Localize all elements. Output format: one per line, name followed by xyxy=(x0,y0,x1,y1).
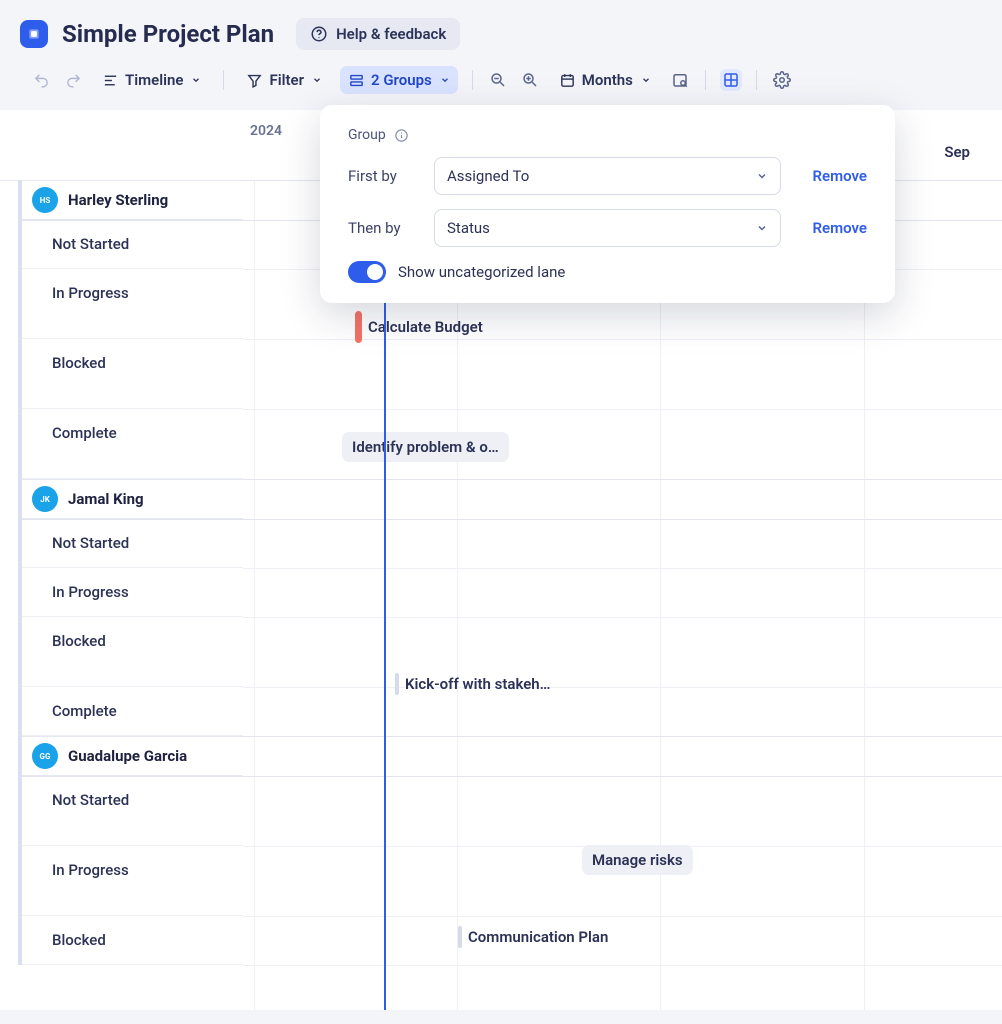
group-name: Guadalupe Garcia xyxy=(68,747,187,765)
first-by-label: First by xyxy=(348,167,420,185)
header: Simple Project Plan Help & feedback xyxy=(0,0,1002,58)
separator xyxy=(223,70,224,90)
settings-button[interactable] xyxy=(771,69,793,91)
group-name: Harley Sterling xyxy=(68,191,168,209)
task-label: Identify problem & o… xyxy=(352,438,499,456)
grid-line xyxy=(864,180,865,1010)
status-row[interactable]: In Progress xyxy=(22,846,243,916)
status-row[interactable]: Blocked xyxy=(22,617,243,687)
filter-button[interactable]: Filter xyxy=(238,66,330,94)
groups-button[interactable]: 2 Groups xyxy=(340,66,458,94)
status-row[interactable]: In Progress xyxy=(22,269,243,339)
chevron-down-icon xyxy=(756,170,768,182)
app-logo xyxy=(20,20,48,48)
task-bar[interactable]: Communication Plan xyxy=(458,920,608,954)
group-header[interactable]: GG Guadalupe Garcia xyxy=(22,736,243,776)
grid-line xyxy=(254,180,255,1010)
toolbar: Timeline Filter 2 Groups Months xyxy=(0,58,1002,110)
range-label: Months xyxy=(582,71,633,89)
group-header[interactable]: HS Harley Sterling xyxy=(22,180,243,220)
info-icon xyxy=(394,128,409,143)
undo-button[interactable] xyxy=(30,69,52,91)
month-label-sep: Sep xyxy=(944,143,970,161)
remove-then-button[interactable]: Remove xyxy=(813,219,868,237)
status-row[interactable]: Complete xyxy=(22,687,243,736)
redo-button[interactable] xyxy=(62,69,84,91)
separator xyxy=(756,70,757,90)
grid-toggle-button[interactable] xyxy=(720,69,742,91)
task-label: Kick-off with stakeh… xyxy=(405,675,551,693)
avatar: HS xyxy=(32,187,58,213)
status-row[interactable]: In Progress xyxy=(22,568,243,617)
page-title: Simple Project Plan xyxy=(62,20,274,48)
task-handle[interactable] xyxy=(355,311,362,343)
task-label: Manage risks xyxy=(592,851,683,869)
separator xyxy=(472,70,473,90)
task-bar[interactable]: Calculate Budget xyxy=(355,305,483,349)
zoom-out-button[interactable] xyxy=(487,69,509,91)
range-button[interactable]: Months xyxy=(551,66,659,94)
task-handle[interactable] xyxy=(395,673,399,695)
remove-first-button[interactable]: Remove xyxy=(813,167,868,185)
year-label: 2024 xyxy=(250,123,282,139)
task-handle[interactable] xyxy=(458,926,462,948)
task-bar[interactable]: Identify problem & o… xyxy=(342,432,509,462)
status-row[interactable]: Not Started xyxy=(22,776,243,846)
task-bar[interactable]: Kick-off with stakeh… xyxy=(395,667,551,701)
today-indicator xyxy=(384,180,386,1010)
popover-title: Group xyxy=(348,127,867,143)
groups-label: 2 Groups xyxy=(371,71,432,89)
group-name: Jamal King xyxy=(68,490,144,508)
group: GG Guadalupe Garcia Not StartedIn Progress… xyxy=(18,736,243,965)
filter-label: Filter xyxy=(269,71,304,89)
status-row[interactable]: Blocked xyxy=(22,916,243,965)
help-label: Help & feedback xyxy=(336,25,446,43)
timeline-label: Timeline xyxy=(125,71,183,89)
grid-line xyxy=(660,180,661,1010)
then-by-label: Then by xyxy=(348,219,420,237)
group-header[interactable]: JK Jamal King xyxy=(22,479,243,519)
toggle-label: Show uncategorized lane xyxy=(398,263,565,281)
zoom-in-button[interactable] xyxy=(519,69,541,91)
task-label: Communication Plan xyxy=(468,928,608,946)
chevron-down-icon xyxy=(756,222,768,234)
status-row[interactable]: Complete xyxy=(22,409,243,479)
timeline-view-button[interactable]: Timeline xyxy=(94,66,209,94)
group: HS Harley Sterling Not StartedIn ProgressB… xyxy=(18,180,243,479)
first-by-select[interactable]: Assigned To xyxy=(434,157,781,195)
task-bar[interactable]: Manage risks xyxy=(582,845,693,875)
status-row[interactable]: Blocked xyxy=(22,339,243,409)
status-row[interactable]: Not Started xyxy=(22,220,243,269)
go-to-today-button[interactable] xyxy=(669,69,691,91)
group-popover: Group First by Assigned To Remove Then b… xyxy=(320,105,895,303)
avatar: GG xyxy=(32,743,58,769)
uncategorized-toggle[interactable] xyxy=(348,261,386,283)
groups-sidebar: HSHarley SterlingNot StartedIn ProgressB… xyxy=(18,180,243,965)
then-by-select[interactable]: Status xyxy=(434,209,781,247)
status-row[interactable]: Not Started xyxy=(22,519,243,568)
group: JK Jamal King Not StartedIn ProgressBlocke… xyxy=(18,479,243,736)
help-feedback-button[interactable]: Help & feedback xyxy=(296,18,460,50)
avatar: JK xyxy=(32,486,58,512)
separator xyxy=(705,70,706,90)
